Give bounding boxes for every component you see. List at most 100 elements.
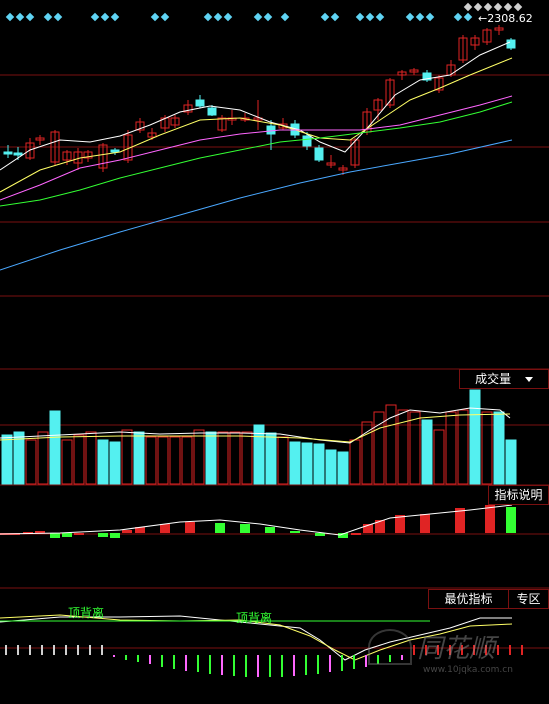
signal-diamond-icon — [223, 12, 233, 22]
ma30-line — [0, 101, 513, 207]
up-candle — [278, 123, 288, 129]
indicator-bar-down — [98, 533, 108, 537]
signal-diamond-icon — [473, 2, 483, 12]
volume-bar-up — [481, 411, 493, 485]
signal-diamond-icon — [330, 12, 340, 22]
volume-bar-up — [397, 409, 409, 485]
macd-dif-line — [0, 615, 512, 661]
volume-bar-down — [337, 451, 349, 485]
signal-diamond-icon — [463, 2, 473, 12]
up-candle — [409, 69, 419, 73]
signal-diamond-icon — [493, 2, 503, 12]
volume-bar-up — [229, 431, 241, 485]
volume-bar-up — [349, 439, 361, 485]
signal-diamond-icon — [513, 2, 523, 12]
volume-bar-up — [61, 439, 73, 485]
indicator-bar-up — [395, 515, 405, 533]
indicator-bar-up — [122, 530, 132, 533]
indicator-explain-button[interactable]: 指标说明 — [488, 485, 549, 505]
up-candle — [385, 79, 395, 106]
down-candle — [110, 149, 120, 153]
up-candle — [217, 117, 227, 131]
volume-bar-up — [121, 429, 133, 485]
signal-diamond-icon — [263, 12, 273, 22]
volume-bar-down — [205, 431, 217, 485]
signal-diamond-icon — [280, 12, 290, 22]
signal-diamond-icon — [5, 12, 15, 22]
up-candle — [482, 29, 492, 43]
indicator-bar-up — [74, 533, 84, 535]
signal-diamond-icon — [43, 12, 53, 22]
volume-bar-up — [361, 421, 373, 485]
volume-bar-down — [97, 439, 109, 485]
volume-bar-up — [193, 429, 205, 485]
indicator-bar-up — [363, 524, 373, 533]
signal-diamond-icon — [213, 12, 223, 22]
indicator-bar-down — [50, 533, 60, 538]
signal-diamond-icon — [483, 2, 493, 12]
volume-bar-down — [493, 411, 505, 485]
volume-bar-up — [445, 411, 457, 485]
down-candle — [506, 39, 516, 49]
indicator-bar-up — [375, 520, 385, 533]
volume-bar-up — [385, 404, 397, 485]
up-candle — [83, 151, 93, 159]
top-divergence-label: 顶背离 — [68, 606, 105, 620]
down-candle — [195, 99, 205, 107]
volume-bar-up — [277, 436, 289, 485]
indicator-bar-down — [215, 523, 225, 533]
arrow-icon: ← — [478, 12, 488, 25]
volume-bar-up — [157, 436, 169, 485]
volume-bar-down — [49, 410, 61, 485]
signal-diamond-icon — [253, 12, 263, 22]
volume-bar-up — [433, 429, 445, 485]
best-indicator-button[interactable]: 最优指标 — [428, 589, 509, 609]
volume-indicator-selector[interactable]: 成交量 — [459, 369, 549, 389]
up-candle — [98, 144, 108, 169]
logo-icon — [368, 628, 412, 665]
volume-bar-up — [181, 436, 193, 485]
volume-bar-up — [37, 431, 49, 485]
volume-bar-up — [85, 431, 97, 485]
ma20-line — [0, 95, 513, 201]
up-candle — [397, 71, 407, 76]
volume-bar-down — [253, 424, 265, 485]
up-candle — [373, 99, 383, 111]
zone-button[interactable]: 专区 — [508, 589, 549, 609]
indicator-bar-up — [23, 532, 33, 534]
volume-bar-down — [469, 389, 481, 485]
indicator-bar-up — [485, 505, 495, 533]
down-candle — [207, 107, 217, 116]
signal-diamond-icon — [425, 12, 435, 22]
signal-diamond-icon — [150, 12, 160, 22]
volume-bar-up — [217, 431, 229, 485]
signal-diamond-icon — [90, 12, 100, 22]
up-candle — [446, 64, 456, 76]
watermark: 同花顺 www.10jqka.com.cn — [368, 628, 513, 675]
signal-diamond-icon — [160, 12, 170, 22]
ma10-line — [0, 57, 513, 193]
signal-diamond-icon — [453, 12, 463, 22]
down-candle — [314, 147, 324, 161]
volume-bar-up — [409, 411, 421, 485]
up-candle — [183, 104, 193, 113]
up-candle — [338, 167, 348, 171]
up-candle — [470, 37, 480, 46]
indicator-bar-up — [135, 527, 145, 533]
volume-bar-up — [241, 431, 253, 485]
signal-diamond-icon — [25, 12, 35, 22]
volume-bar-down — [289, 441, 301, 485]
signal-diamond-icon — [203, 12, 213, 22]
up-candle — [25, 142, 35, 159]
high-price-value: 2308.62 — [487, 12, 533, 25]
top-divergence-label: 顶背离 — [236, 611, 273, 625]
volume-bar-down — [13, 431, 25, 485]
watermark-brand: 同花顺 — [417, 634, 496, 664]
up-candle — [494, 27, 504, 31]
down-candle — [3, 151, 13, 155]
volume-bar-down — [1, 434, 13, 485]
indicator-bar-up — [185, 522, 195, 533]
indicator-bar-up — [455, 508, 465, 533]
signal-diamond-icon — [100, 12, 110, 22]
